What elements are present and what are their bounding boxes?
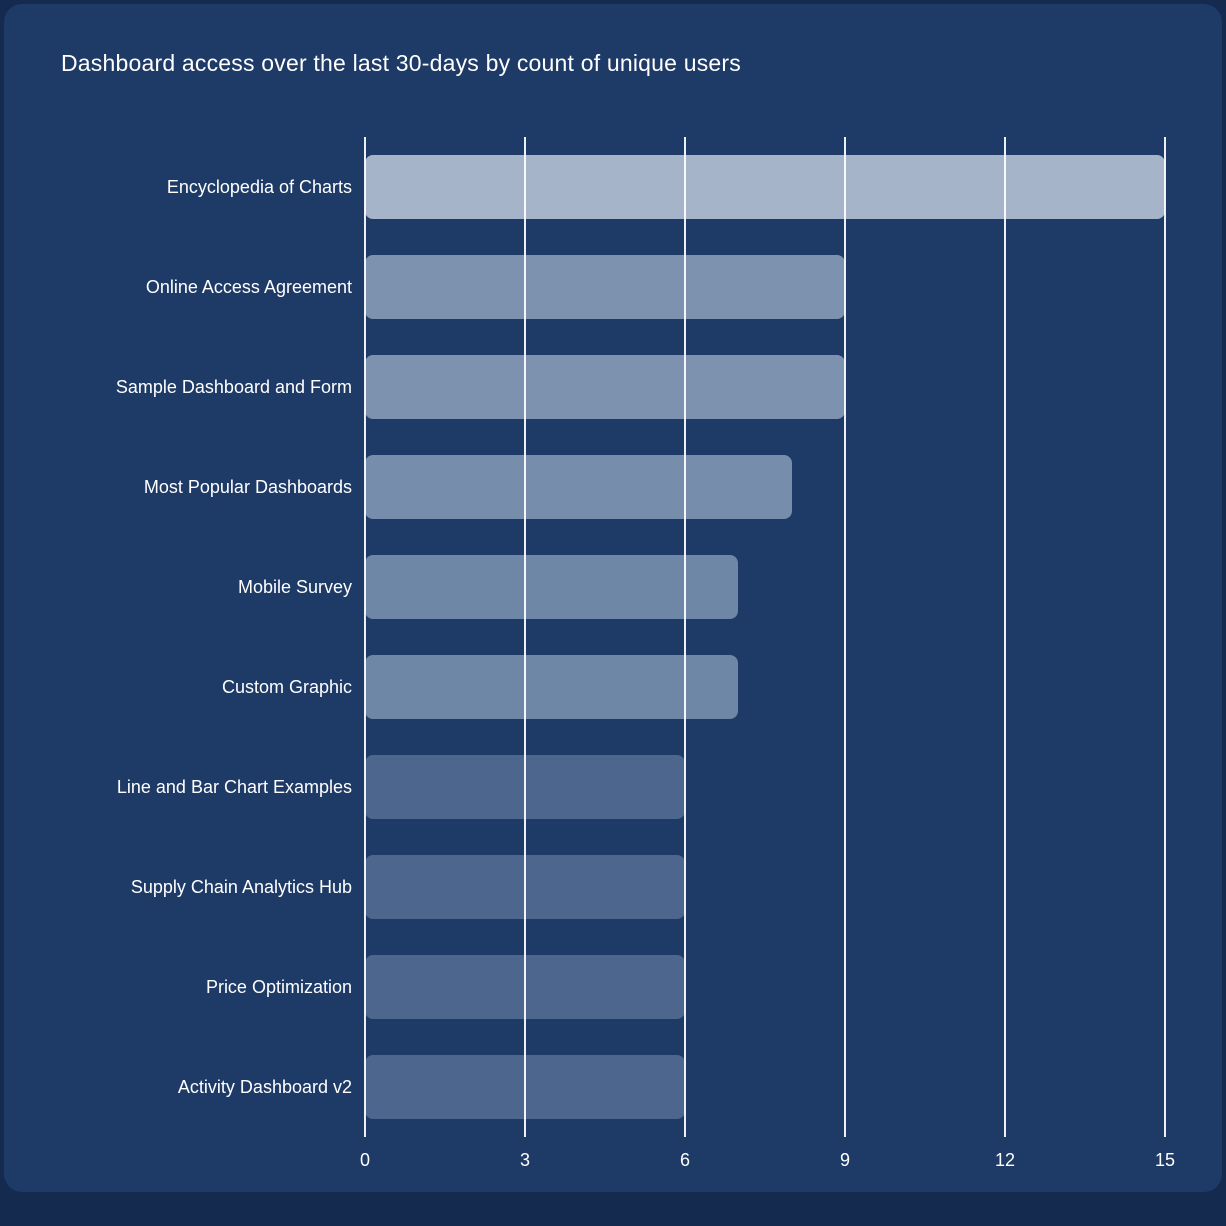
gridline: [524, 137, 526, 1137]
bar-row: Price Optimization: [206, 937, 1165, 1037]
bar-row: Encyclopedia of Charts: [167, 137, 1165, 237]
bar-row: Activity Dashboard v2: [178, 1037, 1165, 1137]
bar-row: Custom Graphic: [222, 637, 1165, 737]
gridline: [1004, 137, 1006, 1137]
chart-card: Dashboard access over the last 30-days b…: [4, 4, 1222, 1192]
plot-area: Encyclopedia of Charts Online Access Agre…: [116, 137, 1166, 1137]
category-label: Most Popular Dashboards: [143, 476, 352, 497]
bar[interactable]: [365, 655, 739, 719]
category-label: Sample Dashboard and Form: [115, 376, 352, 397]
bar-row: Online Access Agreement: [146, 237, 1165, 337]
bar-row: Sample Dashboard and Form: [116, 337, 1165, 437]
bar[interactable]: [365, 555, 739, 619]
bar[interactable]: [365, 355, 845, 419]
category-label: Activity Dashboard v2: [177, 1076, 352, 1097]
gridline: [364, 137, 366, 1137]
gridline: [684, 137, 686, 1137]
category-label: Price Optimization: [205, 976, 352, 997]
category-label: Custom Graphic: [221, 676, 352, 697]
x-tick-label: 6: [679, 1150, 691, 1170]
category-label: Line and Bar Chart Examples: [116, 776, 352, 797]
x-axis: 0 3 6 9 12 15: [4, 1150, 1226, 1190]
bar-row: Most Popular Dashboards: [144, 437, 1165, 537]
x-tick-label: 15: [1154, 1150, 1176, 1170]
bar-row: Line and Bar Chart Examples: [117, 737, 1165, 837]
x-tick-label: 12: [994, 1150, 1016, 1170]
bar[interactable]: [365, 255, 845, 319]
bar[interactable]: [365, 455, 792, 519]
category-label: Online Access Agreement: [145, 276, 352, 297]
x-tick-label: 0: [359, 1150, 371, 1170]
chart-title: Dashboard access over the last 30-days b…: [61, 50, 741, 76]
category-label: Supply Chain Analytics Hub: [130, 876, 352, 897]
category-label: Mobile Survey: [237, 576, 352, 597]
bar-row: Mobile Survey: [238, 537, 1165, 637]
bar-row: Supply Chain Analytics Hub: [131, 837, 1165, 937]
category-label: Encyclopedia of Charts: [166, 176, 352, 197]
gridline: [844, 137, 846, 1137]
x-tick-label: 3: [519, 1150, 531, 1170]
x-tick-label: 9: [839, 1150, 851, 1170]
gridline: [1164, 137, 1166, 1137]
bar[interactable]: [365, 155, 1165, 219]
